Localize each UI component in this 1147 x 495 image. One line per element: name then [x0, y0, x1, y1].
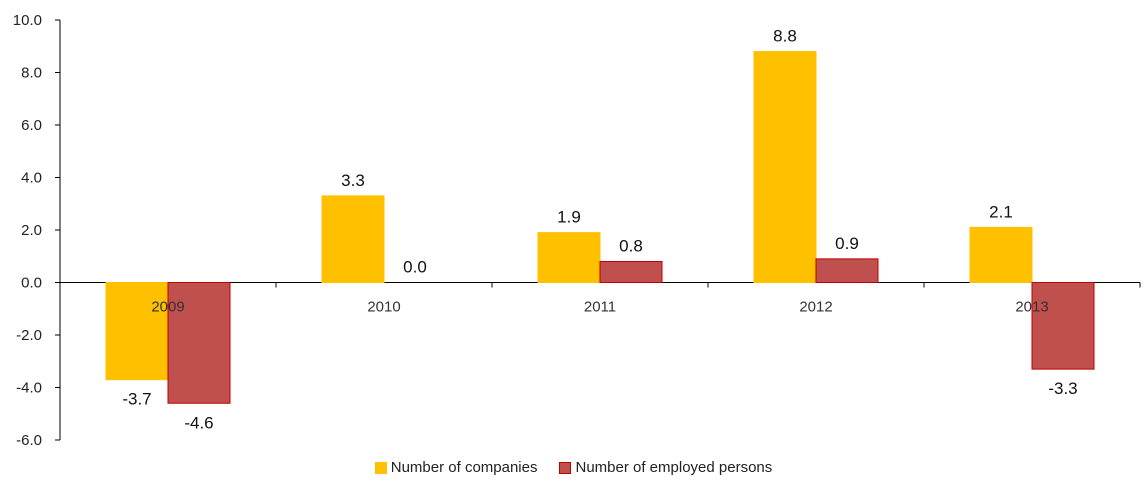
bar-employed-2009: [167, 282, 231, 404]
bar-employed-2013: [1031, 282, 1095, 370]
legend-label-companies: Number of companies: [390, 459, 538, 476]
data-label-employed-2011: 0.8: [619, 237, 643, 256]
data-label-employed-2009: -4.6: [184, 413, 213, 432]
data-label-employed-2012: 0.9: [835, 234, 859, 253]
bar-companies-2012: [753, 51, 817, 283]
data-label-employed-2010: 0.0: [403, 258, 427, 277]
bar-companies-2013: [969, 226, 1033, 283]
y-tick-label: 6.0: [21, 117, 42, 134]
legend-swatch-employed: [559, 461, 572, 474]
data-label-companies-2010: 3.3: [341, 171, 365, 190]
legend-item-companies: Number of companies: [374, 459, 538, 476]
x-category-label: 2009: [151, 299, 184, 316]
y-tick-label: -4.0: [16, 380, 42, 397]
x-category-label: 2013: [1015, 299, 1048, 316]
y-tick-label: -2.0: [16, 327, 42, 344]
data-label-companies-2013: 2.1: [989, 202, 1013, 221]
y-tick-label: 0.0: [21, 275, 42, 292]
y-tick-label: 8.0: [21, 65, 42, 82]
bar-companies-2009: [105, 282, 169, 381]
data-label-companies-2012: 8.8: [773, 27, 797, 46]
x-category-label: 2012: [799, 299, 832, 316]
x-category-label: 2010: [367, 299, 400, 316]
data-label-companies-2011: 1.9: [557, 208, 581, 227]
y-tick-label: 2.0: [21, 222, 42, 239]
legend: Number of companies Number of employed p…: [0, 459, 1147, 476]
legend-item-employed: Number of employed persons: [559, 459, 772, 476]
data-label-employed-2013: -3.3: [1048, 379, 1077, 398]
y-tick-label: 4.0: [21, 170, 42, 187]
legend-swatch-companies: [374, 461, 387, 474]
bar-companies-2010: [321, 195, 385, 283]
chart-plot: 10.0 8.0 6.0 4.0 2.0 0.0 -2.0 -4.0 -6.0 -3.7 3.3 1.…: [13, 12, 1141, 449]
bar-companies-2011: [537, 232, 601, 283]
y-tick-label: -6.0: [16, 432, 42, 449]
bar-employed-2012: [815, 258, 879, 283]
bar-employed-2011: [599, 261, 663, 283]
legend-label-employed: Number of employed persons: [575, 459, 773, 476]
data-label-companies-2009: -3.7: [122, 390, 151, 409]
x-category-label: 2011: [584, 299, 616, 316]
y-tick-label: 10.0: [13, 12, 42, 29]
